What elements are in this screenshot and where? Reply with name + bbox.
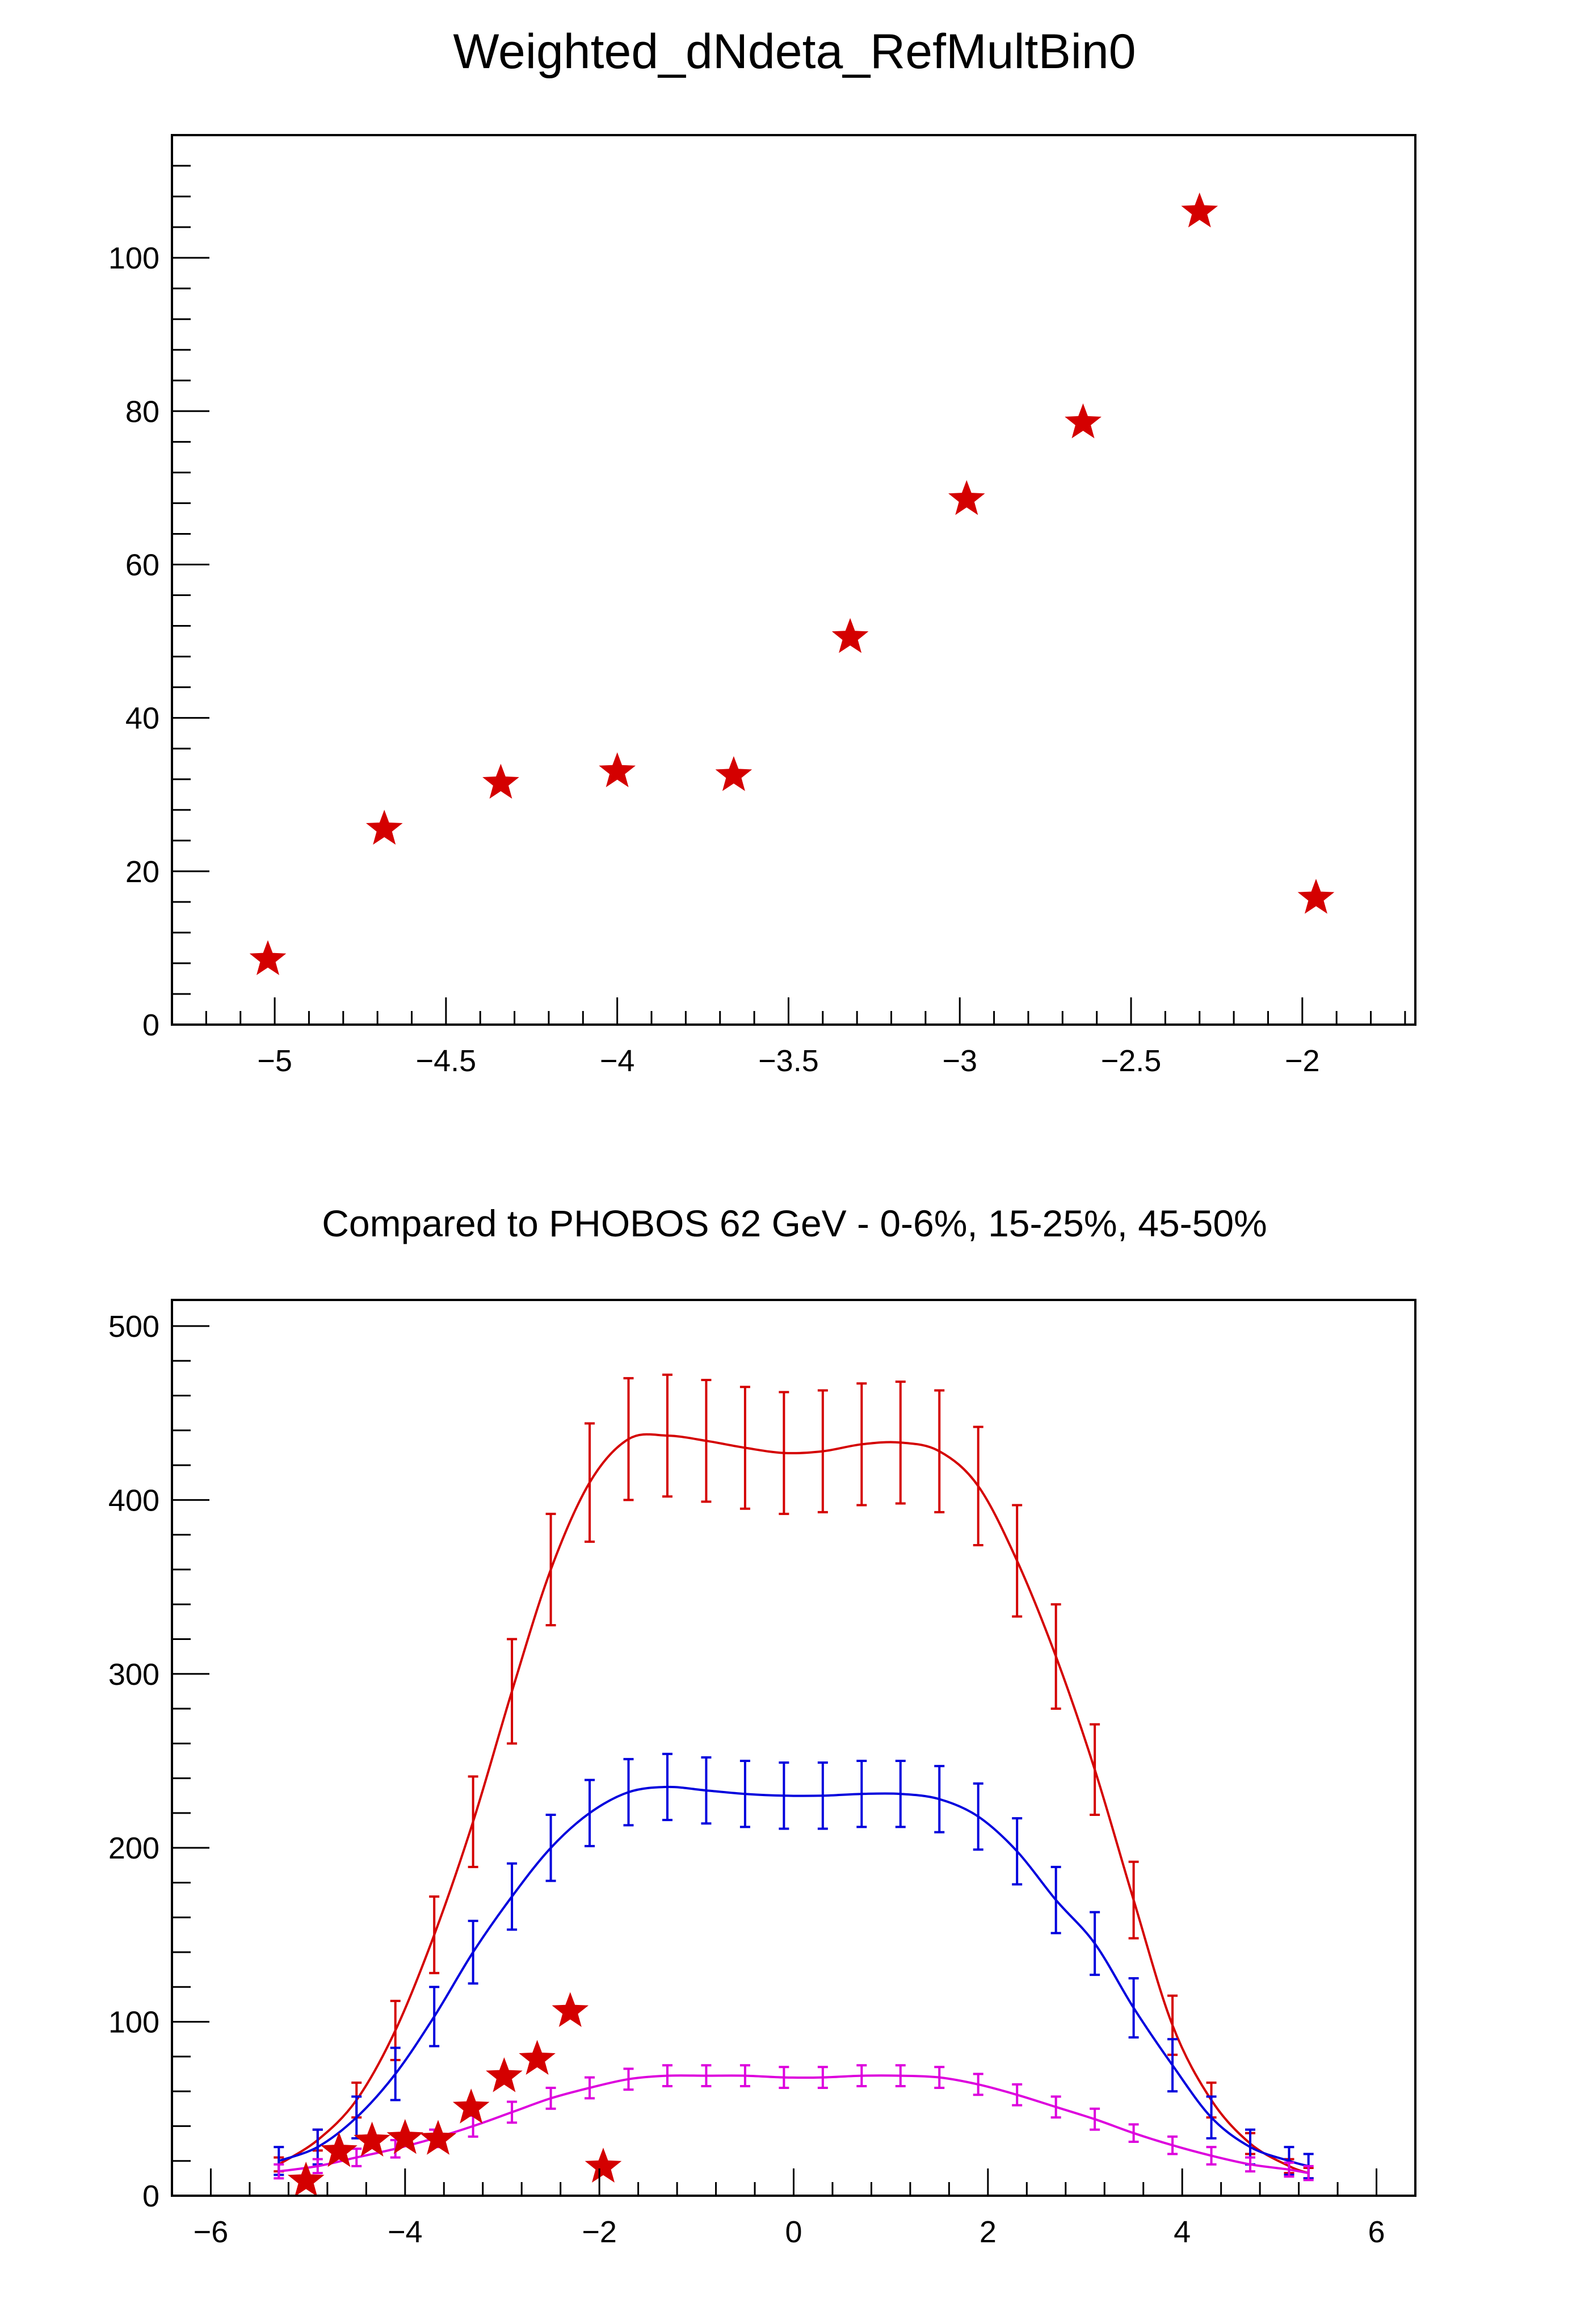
- bottom-y-tick-label: 300: [108, 1658, 159, 1692]
- bottom-y-tick-label: 400: [108, 1483, 159, 1517]
- bottom-star-point: [419, 2120, 457, 2155]
- top-star-point: [365, 809, 403, 845]
- top-y-tick-label: 0: [142, 1008, 159, 1042]
- top-y-tick-label: 100: [108, 241, 159, 275]
- top-chart-panel: Weighted_dNdeta_RefMultBin0 −5 −4.5 −4 −3.5…: [108, 24, 1416, 1078]
- bottom-phobos-45-50-curve: [279, 2074, 1309, 2175]
- bottom-x-tick-label: 2: [980, 2215, 997, 2249]
- top-star-point: [715, 756, 753, 791]
- bottom-phobos-15-25-curve: [278, 1785, 1309, 2167]
- bottom-star-point: [452, 2088, 490, 2124]
- top-x-tick-label: −4.5: [416, 1044, 477, 1078]
- bottom-x-tick-label: 0: [785, 2215, 802, 2249]
- bottom-chart-title: Compared to PHOBOS 62 GeV - 0-6%, 15-25%…: [322, 1202, 1267, 1244]
- top-x-tick-label: −3: [942, 1044, 977, 1078]
- top-chart-frame: [171, 134, 1416, 1026]
- top-star-point: [1065, 403, 1102, 439]
- bottom-x-tick-label: 4: [1174, 2215, 1191, 2249]
- bottom-phobos-0-6-curve: [278, 1433, 1309, 2175]
- top-y-tick-label: 20: [125, 855, 159, 889]
- top-x-tick-label: −3.5: [758, 1044, 819, 1078]
- top-x-tick-label: −4: [600, 1044, 635, 1078]
- bottom-y-tick-label: 100: [108, 2006, 159, 2040]
- bottom-x-tick-label: 6: [1368, 2215, 1385, 2249]
- bottom-y-tick-label: 500: [108, 1310, 159, 1344]
- bottom-x-tick-label: −4: [388, 2215, 423, 2249]
- bottom-star-point: [486, 2057, 523, 2092]
- top-chart-axes: −5 −4.5 −4 −3.5 −3 −2.5 −2 0 20 40 60 80 100: [108, 134, 1406, 1078]
- bottom-chart-axes: −6 −4 −2 0 2 4 6 0 100 200 300 400 500: [108, 1310, 1416, 2249]
- bottom-y-tick-label: 200: [108, 1831, 159, 1865]
- bottom-star-point: [552, 1992, 589, 2027]
- bottom-x-tick-label: −6: [194, 2215, 229, 2249]
- top-star-point: [831, 618, 869, 653]
- top-y-tick-label: 60: [125, 548, 159, 582]
- top-chart-marks: [249, 192, 1335, 975]
- top-star-point: [948, 480, 985, 515]
- top-star-point: [599, 752, 636, 787]
- bottom-chart-marks: [274, 1373, 1314, 2197]
- top-x-tick-label: −2: [1285, 1044, 1320, 1078]
- bottom-star-point: [321, 2132, 358, 2167]
- top-x-tick-label: −2.5: [1101, 1044, 1162, 1078]
- bottom-star-point: [386, 2119, 424, 2154]
- top-star-point: [249, 940, 287, 975]
- top-chart-title: Weighted_dNdeta_RefMultBin0: [453, 24, 1136, 79]
- bottom-star-point: [287, 2162, 325, 2197]
- top-star-point: [1297, 879, 1335, 914]
- bottom-star-point: [354, 2121, 390, 2157]
- bottom-chart-panel: Compared to PHOBOS 62 GeV - 0-6%, 15-25%…: [108, 1202, 1416, 2249]
- bottom-star-point: [585, 2147, 622, 2183]
- bottom-x-tick-label: −2: [582, 2215, 617, 2249]
- bottom-star-point: [519, 2040, 556, 2075]
- top-star-point: [482, 764, 519, 799]
- top-y-tick-label: 80: [125, 395, 159, 429]
- top-y-tick-label: 40: [125, 702, 159, 736]
- top-star-point: [1181, 192, 1218, 228]
- bottom-y-tick-label: 0: [142, 2179, 159, 2213]
- top-x-tick-label: −5: [257, 1044, 292, 1078]
